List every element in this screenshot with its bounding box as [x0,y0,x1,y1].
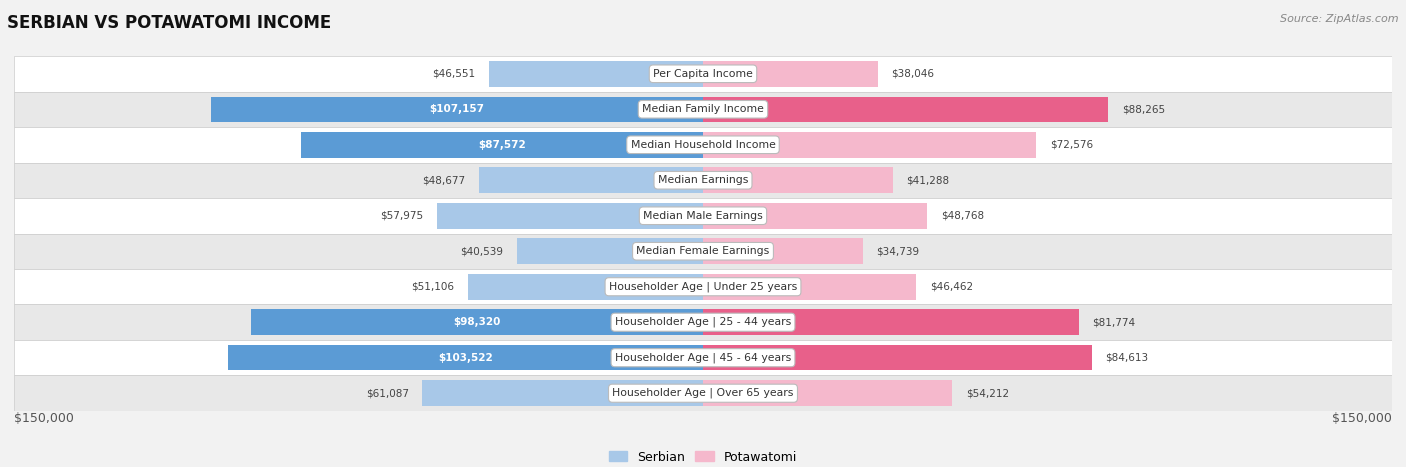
Bar [703,381,952,406]
Bar [703,203,927,228]
Bar [14,92,1392,127]
Text: $57,975: $57,975 [380,211,423,221]
Text: $54,212: $54,212 [966,388,1010,398]
Text: $84,613: $84,613 [1105,353,1149,363]
Bar [14,163,1392,198]
Bar [14,340,1392,375]
Text: $61,087: $61,087 [366,388,409,398]
Bar [14,375,1392,411]
Bar [703,97,1108,122]
Text: Householder Age | Over 65 years: Householder Age | Over 65 years [612,388,794,398]
Text: $51,106: $51,106 [412,282,454,292]
Bar [14,304,1392,340]
Text: $107,157: $107,157 [429,104,485,114]
Bar [211,97,703,122]
Bar [703,345,1091,370]
Bar [422,381,703,406]
Text: $34,739: $34,739 [876,246,920,256]
Bar [301,132,703,157]
Text: $150,000: $150,000 [1331,412,1392,425]
Text: $88,265: $88,265 [1122,104,1166,114]
Text: $48,677: $48,677 [423,175,465,185]
Text: Median Household Income: Median Household Income [630,140,776,150]
Text: SERBIAN VS POTAWATOMI INCOME: SERBIAN VS POTAWATOMI INCOME [7,14,332,32]
Bar [14,127,1392,163]
Bar [517,239,703,264]
Text: $72,576: $72,576 [1050,140,1094,150]
Legend: Serbian, Potawatomi: Serbian, Potawatomi [603,446,803,467]
Text: $46,551: $46,551 [432,69,475,79]
Bar [468,274,703,299]
Text: $41,288: $41,288 [907,175,949,185]
Bar [479,168,703,193]
Bar [228,345,703,370]
Text: Householder Age | 25 - 44 years: Householder Age | 25 - 44 years [614,317,792,327]
Bar [703,274,917,299]
Text: $103,522: $103,522 [437,353,492,363]
Text: $46,462: $46,462 [931,282,973,292]
Text: $40,539: $40,539 [460,246,503,256]
Text: $98,320: $98,320 [454,317,501,327]
Text: Source: ZipAtlas.com: Source: ZipAtlas.com [1281,14,1399,24]
Bar [252,310,703,335]
Bar [14,269,1392,304]
Text: Median Earnings: Median Earnings [658,175,748,185]
Text: Median Female Earnings: Median Female Earnings [637,246,769,256]
Text: $87,572: $87,572 [478,140,526,150]
Text: Householder Age | 45 - 64 years: Householder Age | 45 - 64 years [614,353,792,363]
Text: $38,046: $38,046 [891,69,935,79]
Text: Median Family Income: Median Family Income [643,104,763,114]
Bar [14,198,1392,234]
Bar [703,310,1078,335]
Bar [437,203,703,228]
Text: $150,000: $150,000 [14,412,75,425]
Bar [14,56,1392,92]
Text: Median Male Earnings: Median Male Earnings [643,211,763,221]
Bar [703,168,893,193]
Bar [489,61,703,86]
Bar [703,61,877,86]
Text: $48,768: $48,768 [941,211,984,221]
Bar [703,239,862,264]
Bar [703,132,1036,157]
Text: Householder Age | Under 25 years: Householder Age | Under 25 years [609,282,797,292]
Bar [14,234,1392,269]
Text: Per Capita Income: Per Capita Income [652,69,754,79]
Text: $81,774: $81,774 [1092,317,1136,327]
